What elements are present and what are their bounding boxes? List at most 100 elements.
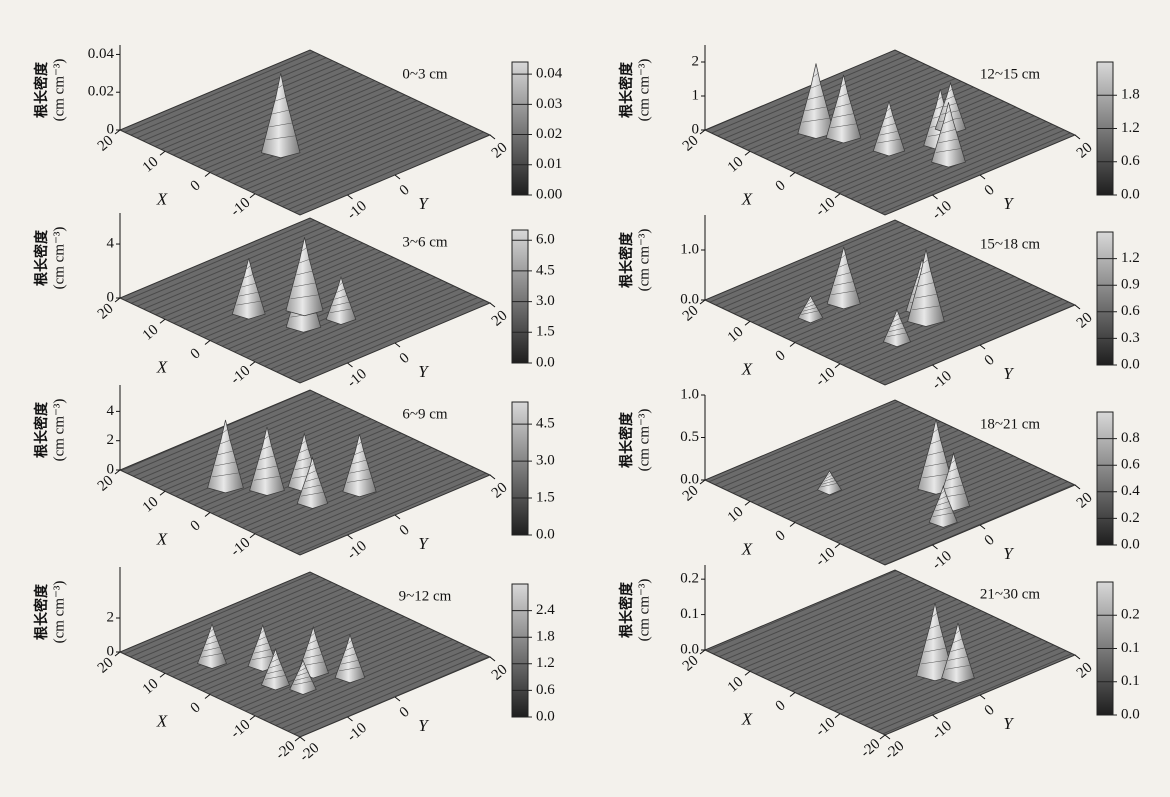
peak-contour bbox=[203, 646, 221, 652]
y-axis-title: Y bbox=[1003, 544, 1014, 563]
colorbar-tick-label: 0.1 bbox=[1121, 640, 1140, 656]
peak-contour bbox=[948, 88, 953, 93]
peak-contour bbox=[952, 638, 964, 643]
y-tick-label: 20 bbox=[1074, 140, 1096, 162]
colorbar-tick-label: 0.9 bbox=[1121, 277, 1140, 293]
peak-contour bbox=[927, 451, 945, 456]
z-tick-label: 0.02 bbox=[88, 84, 114, 100]
x-tick-label: 10 bbox=[140, 494, 162, 516]
x-axis-title: X bbox=[156, 529, 168, 548]
y-tick-label: 20 bbox=[489, 308, 511, 330]
peak-contour bbox=[266, 669, 285, 674]
y-tick-label: 0 bbox=[397, 182, 413, 199]
peak-contour bbox=[923, 647, 947, 653]
peak-contour bbox=[306, 646, 321, 652]
colorbar-tick-label: 3.0 bbox=[536, 453, 555, 469]
peak-contour bbox=[209, 628, 215, 633]
x-tick-label: -10 bbox=[228, 535, 254, 560]
z-tick-label: 0.5 bbox=[680, 429, 699, 445]
peak bbox=[207, 419, 244, 494]
peak-contour bbox=[948, 656, 968, 661]
x-axis-title: X bbox=[741, 189, 753, 208]
peak-contour bbox=[296, 456, 312, 462]
colorbar-tick-label: 1.5 bbox=[536, 324, 555, 340]
x-tick bbox=[249, 715, 256, 721]
peak-contour bbox=[246, 264, 252, 270]
panel-title: 18~21 cm bbox=[980, 416, 1041, 432]
colorbar bbox=[511, 401, 529, 536]
z-axis-unit: (cm cm⁻³) bbox=[636, 59, 652, 122]
peak-contour bbox=[220, 439, 231, 445]
x-tick-label: 0 bbox=[773, 348, 789, 365]
x-tick bbox=[879, 734, 886, 740]
peak-contour bbox=[301, 246, 308, 252]
y-tick-label: 0 bbox=[397, 704, 413, 721]
y-tick bbox=[979, 344, 986, 350]
peak-contour bbox=[801, 310, 820, 315]
z-tick-label: 0.04 bbox=[88, 46, 115, 62]
peak-contour bbox=[950, 647, 966, 652]
peak-contour bbox=[212, 472, 239, 478]
y-tick-label: 20 bbox=[489, 140, 511, 162]
x-tick-label: -20 bbox=[273, 738, 299, 763]
z-axis-title: 根长密度 bbox=[33, 61, 50, 118]
y-tick bbox=[347, 194, 353, 200]
x-tick bbox=[204, 694, 211, 699]
x-tick-label: -10 bbox=[813, 545, 839, 570]
peak-contour bbox=[338, 281, 344, 286]
colorbar-tick-label: 0.2 bbox=[1121, 607, 1140, 623]
peak-contour bbox=[264, 435, 270, 440]
y-tick bbox=[394, 342, 401, 348]
peak-contour bbox=[890, 322, 904, 327]
peak-contour bbox=[300, 662, 306, 668]
panel-title: 21~30 cm bbox=[980, 586, 1041, 602]
y-tick-label: 0 bbox=[397, 350, 413, 367]
y-tick-label: -20 bbox=[297, 740, 323, 765]
peak-contour bbox=[940, 489, 946, 495]
y-tick bbox=[884, 734, 891, 740]
peak-contour bbox=[823, 477, 836, 482]
peak-contour bbox=[810, 83, 822, 89]
x-axis-title: X bbox=[741, 709, 753, 728]
y-tick bbox=[394, 514, 401, 520]
x-tick bbox=[834, 363, 841, 369]
panel-title: 15~18 cm bbox=[980, 236, 1041, 252]
colorbar bbox=[511, 583, 529, 718]
colorbar-tick-label: 0.8 bbox=[1121, 430, 1140, 446]
colorbar-tick-label: 0.6 bbox=[536, 682, 555, 698]
x-tick bbox=[114, 129, 121, 135]
peak-contour bbox=[217, 450, 234, 456]
x-tick-label: 10 bbox=[725, 504, 747, 526]
peak-contour bbox=[940, 128, 957, 134]
peak-contour bbox=[945, 665, 971, 670]
colorbar bbox=[1096, 231, 1114, 366]
x-tick bbox=[114, 297, 121, 303]
z-axis-title: 根长密度 bbox=[33, 401, 50, 458]
peak-contour bbox=[266, 135, 296, 141]
peak-contour bbox=[236, 300, 262, 306]
colorbar-tick-label: 1.2 bbox=[1121, 120, 1140, 136]
y-tick-label: -10 bbox=[344, 720, 370, 745]
colorbar-tick-label: 0.0 bbox=[536, 708, 555, 724]
peak-contour bbox=[261, 445, 273, 450]
y-tick-label: -10 bbox=[344, 366, 370, 391]
peak-contour bbox=[936, 501, 950, 506]
peak-contour bbox=[820, 482, 839, 488]
peak-contour bbox=[273, 652, 278, 657]
z-tick-label: 4 bbox=[107, 403, 115, 419]
peak-contour bbox=[825, 474, 834, 479]
peak-contour bbox=[238, 291, 259, 297]
colorbar bbox=[511, 61, 529, 196]
colorbar-tick-label: 0.03 bbox=[536, 96, 562, 112]
y-tick-label: 0 bbox=[982, 702, 998, 719]
x-tick bbox=[204, 512, 211, 517]
x-tick-label: 0 bbox=[773, 698, 789, 715]
y-tick bbox=[979, 524, 986, 530]
y-tick bbox=[932, 714, 938, 720]
peak-contour bbox=[271, 658, 280, 663]
z-tick-label: 0 bbox=[107, 289, 115, 305]
peak-contour bbox=[272, 109, 290, 115]
y-tick-label: 20 bbox=[489, 480, 511, 502]
x-axis-title: X bbox=[156, 711, 168, 730]
